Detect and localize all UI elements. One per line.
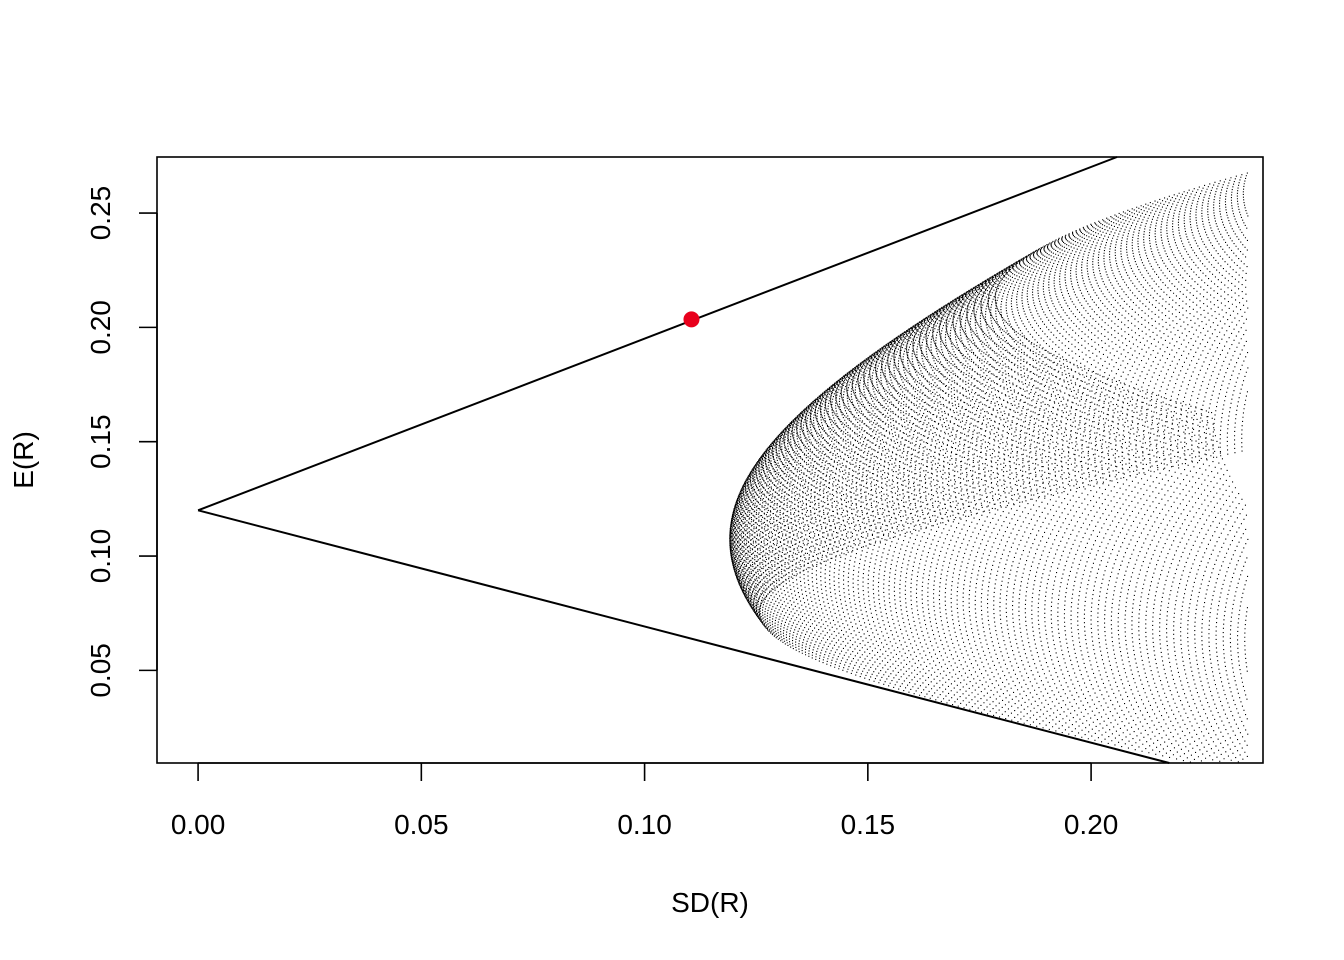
portfolio-points bbox=[729, 172, 1249, 763]
y-axis-title: E(R) bbox=[8, 431, 39, 489]
plot-frame bbox=[156, 156, 1264, 764]
tangency-marker bbox=[683, 311, 700, 328]
tangency-point bbox=[683, 311, 700, 328]
y-tick-label: 0.15 bbox=[85, 414, 116, 469]
x-tick-label: 0.10 bbox=[617, 809, 672, 840]
x-axis: 0.00 0.05 0.10 0.15 0.20 bbox=[171, 762, 1119, 840]
x-tick-label: 0.20 bbox=[1064, 809, 1119, 840]
upper-line bbox=[197, 156, 1118, 512]
x-tick-label: 0.00 bbox=[171, 809, 226, 840]
feasible-set-points bbox=[729, 172, 1249, 763]
y-tick-label: 0.10 bbox=[85, 529, 116, 584]
capital-market-lines bbox=[197, 156, 1170, 764]
lower-line bbox=[197, 509, 1170, 764]
x-tick-label: 0.15 bbox=[841, 809, 896, 840]
y-axis: 0.05 0.10 0.15 0.20 0.25 bbox=[85, 186, 158, 698]
x-axis-title: SD(R) bbox=[671, 887, 749, 918]
x-tick-label: 0.05 bbox=[394, 809, 449, 840]
y-tick-label: 0.25 bbox=[85, 186, 116, 241]
y-tick-label: 0.20 bbox=[85, 300, 116, 355]
y-tick-label: 0.05 bbox=[85, 643, 116, 698]
